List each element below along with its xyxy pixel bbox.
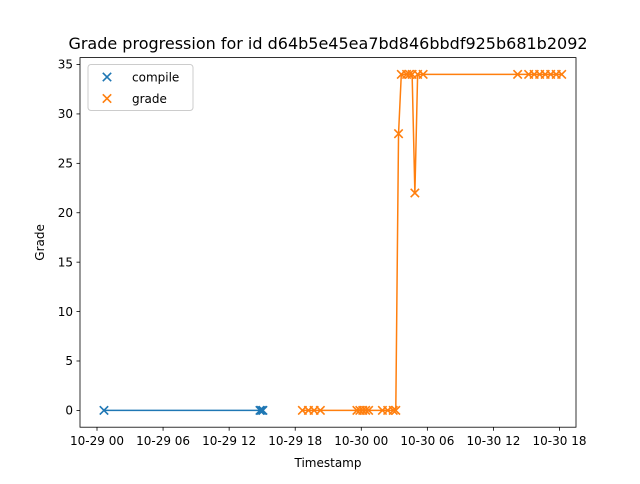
chart-title: Grade progression for id d64b5e45ea7bd84… [68,34,587,53]
data-point-compile [99,405,109,416]
legend-marker-compile [102,72,112,82]
x-tick-label: 10-30 18 [533,434,587,448]
x-axis-label: Timestamp [294,456,362,470]
y-tick-label: 35 [58,58,73,72]
legend: compile grade [87,64,194,111]
x-tick-label: 10-30 06 [400,434,454,448]
data-point-compile [258,405,268,416]
x-tick-label: 10-29 18 [268,434,322,448]
data-point-grade [315,405,326,416]
y-tick-label: 25 [58,157,73,171]
y-tick-label: 10 [58,305,73,319]
y-axis: 0 5 10 15 20 25 30 35 [58,58,80,418]
data-point-grade [363,405,374,416]
legend-marker-grade [102,93,112,104]
plot-markers [99,69,567,416]
x-tick-label: 10-29 06 [136,434,190,448]
y-tick-label: 30 [58,107,73,121]
y-tick-label: 15 [58,255,73,269]
plot-lines [103,73,562,412]
y-tick-label: 5 [65,354,73,368]
data-point-grade [404,69,415,80]
series-line-grade [302,73,562,412]
legend-label-compile: compile [132,70,179,84]
data-point-compile [256,405,267,416]
x-tick-label: 10-30 12 [466,434,520,448]
y-axis-label: Grade [33,224,47,261]
data-point-grade [393,128,404,139]
legend-label-grade: grade [132,92,167,106]
legend-box [87,64,194,111]
data-point-grade [391,405,401,416]
data-point-grade [360,405,371,416]
x-tick-label: 10-29 12 [202,434,256,448]
data-point-compile [255,405,265,416]
plot-frame [79,57,577,428]
data-point-grade [388,405,398,416]
y-tick-label: 20 [58,206,73,220]
data-point-grade [410,188,420,198]
x-tick-label: 10-29 00 [70,434,124,448]
x-tick-label: 10-30 00 [334,434,388,448]
x-axis: 10-29 00 10-29 06 10-29 12 10-29 18 10-30 00… [70,427,586,448]
data-point-grade [512,69,523,80]
data-point-grade [556,69,567,80]
y-tick-label: 0 [65,404,73,418]
data-point-grade [418,69,428,80]
